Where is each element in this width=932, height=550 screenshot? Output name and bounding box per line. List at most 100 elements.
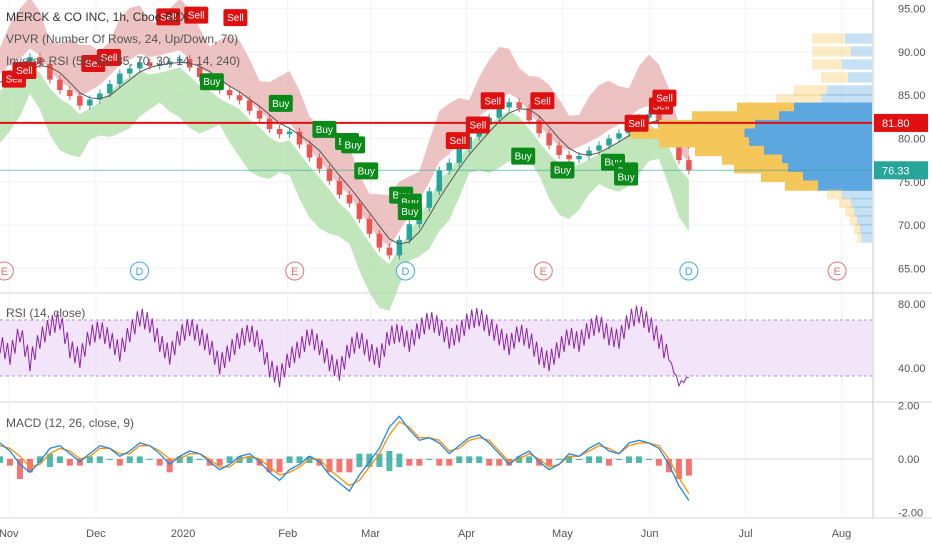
buy-signal-label: Buy (401, 198, 418, 209)
volume-profile-down-bar (659, 137, 749, 148)
time-axis: Nov Dec 2020 Feb Mar Apr May Jun Jul Aug (0, 528, 851, 540)
macd-histogram-bar (546, 459, 553, 466)
buy-signal-label: Buy (617, 172, 634, 183)
lower-rsi-band (0, 65, 689, 311)
candle-body (37, 57, 43, 65)
candle-body (506, 102, 512, 108)
price-tick-label: 95.00 (898, 4, 926, 16)
volume-profile-up-bar (842, 59, 872, 70)
macd-histogram-bar (176, 456, 183, 463)
volume-profile-up-bar (788, 163, 872, 174)
macd-histogram-bar (386, 451, 393, 471)
candle-body (77, 96, 83, 106)
macd-tick-label: -2.00 (898, 507, 923, 519)
buy-signal: Buy (341, 136, 366, 154)
macd-histogram-bar (266, 459, 273, 473)
sell-signal-label: Sell (160, 12, 177, 23)
marker-circle (679, 261, 699, 281)
time-tick-label: Apr (458, 528, 475, 540)
volume-profile-down-bar (849, 215, 857, 226)
marker-circle (533, 261, 553, 281)
macd-histogram-bar (466, 456, 473, 463)
price-tick-label: 80.00 (898, 134, 926, 146)
sell-signal: Sell (465, 116, 490, 134)
price-midline (0, 62, 690, 245)
sell-signal-label: Sell (656, 94, 673, 105)
earnings-marker: E (285, 261, 305, 281)
candle-body (386, 247, 393, 256)
inverse-rsi-indicator-label[interactable]: Inverse RSI (50, 65, 35, 70, 30, 14, 14,… (6, 54, 240, 68)
sell-signal-label: Sell (484, 96, 501, 107)
marker-circle (0, 261, 14, 281)
macd-histogram-bar (216, 459, 223, 466)
candle-body (166, 61, 173, 65)
buy-signal-label: Buy (316, 125, 333, 136)
price-tick-label: 85.00 (898, 90, 926, 102)
macd-histogram-bar (606, 459, 613, 466)
sell-signal-box (652, 89, 677, 107)
candle-body (406, 224, 413, 240)
macd-histogram-bar (196, 459, 203, 460)
buy-signal: Buy (550, 161, 575, 179)
candle-body (436, 170, 443, 192)
candle-body (87, 99, 93, 106)
candle-body (556, 145, 562, 155)
time-tick-label: May (552, 528, 573, 540)
volume-profile-down-bar (839, 197, 851, 209)
candle-body (336, 180, 343, 195)
marker-label: D (402, 266, 410, 278)
buy-signal: Buy (312, 120, 337, 138)
buy-signal: Buy (354, 162, 379, 180)
earnings-marker: E (0, 261, 14, 281)
macd-pane-label[interactable]: MACD (12, 26, close, 9) (6, 416, 134, 430)
rsi-pane-label[interactable]: RSI (14, close) (6, 306, 85, 320)
candle-body (656, 114, 662, 124)
sell-signal: Sell (97, 49, 121, 66)
macd-histogram-bar (596, 456, 603, 463)
candle-body (596, 145, 602, 151)
volume-profile-up-bar (845, 33, 872, 44)
macd-histogram-bar (456, 456, 463, 463)
sell-signal-box (465, 116, 490, 134)
price-tick-label: 65.00 (898, 263, 926, 275)
sell-signal-label: Sell (16, 66, 33, 77)
candle-body (127, 68, 133, 74)
macd-histogram-bar (476, 456, 483, 463)
macd-histogram-bar (0, 456, 3, 463)
volume-profile-up-bar (827, 85, 872, 96)
volume-profile-up-bar (755, 119, 872, 131)
volume-profile-down-bar (734, 163, 788, 174)
dividend-marker: D (679, 261, 699, 281)
candle-body (566, 154, 572, 160)
vpvr-indicator-label[interactable]: VPVR (Number Of Rows, 24, Up/Down, 70) (6, 32, 238, 46)
sell-signal-label: Sell (101, 53, 118, 64)
candle-body (236, 95, 243, 101)
candle-body (526, 108, 532, 121)
price-tick-label: 75.00 (898, 177, 926, 189)
buy-signal-label: Buy (401, 207, 418, 218)
sell-signal-box (624, 114, 649, 132)
volume-profile-down-bar (722, 154, 782, 165)
buy-signal: Buy (268, 94, 293, 112)
volume-profile-down-bar (659, 119, 755, 131)
macd-histogram-bar (126, 456, 133, 463)
time-tick-label: Dec (86, 528, 106, 540)
buy-signal: Buy (397, 203, 422, 221)
macd-tick-label: 0.00 (898, 454, 919, 466)
dividend-marker: D (395, 261, 415, 281)
time-tick-label: Jul (739, 528, 753, 540)
sell-signal: Sell (480, 92, 505, 110)
candle-body (496, 107, 502, 118)
volume-profile-down-bar (827, 189, 842, 200)
macd-histogram-bar (426, 459, 433, 460)
macd-histogram-bar (156, 459, 163, 466)
candle-body (586, 150, 592, 156)
price-tick-label: 70.00 (898, 220, 926, 232)
macd-histogram-bar (6, 459, 13, 466)
candle-body (456, 148, 462, 163)
volume-profile-up-bar (779, 111, 872, 122)
macd-histogram-bar (396, 453, 403, 467)
volume-profile-up-bar (861, 232, 872, 243)
macd-histogram-bar (36, 456, 43, 463)
macd-histogram-bar (86, 456, 93, 463)
